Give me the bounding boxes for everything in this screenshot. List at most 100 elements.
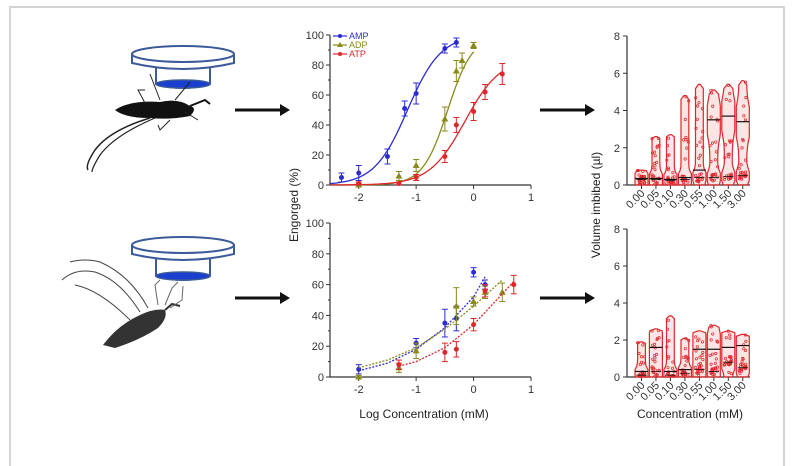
violin-body <box>706 324 721 378</box>
data-point <box>651 357 655 361</box>
series-adp <box>355 279 506 380</box>
data-point <box>686 356 690 360</box>
data-point <box>713 361 717 365</box>
data-point <box>714 150 718 154</box>
legend-label-atp: ATP <box>349 49 366 59</box>
data-point <box>683 346 687 351</box>
data-point <box>709 338 713 342</box>
data-point <box>656 329 660 333</box>
data-point <box>700 178 704 182</box>
y-tick-label: 2 <box>614 143 620 155</box>
data-point <box>696 176 700 180</box>
data-point <box>723 156 727 160</box>
data-point <box>740 146 744 150</box>
data-point <box>696 371 700 375</box>
data-point <box>656 136 660 140</box>
data-point <box>413 91 419 96</box>
y-tick-label: 8 <box>614 31 620 43</box>
data-point <box>396 181 402 186</box>
data-point <box>708 353 712 358</box>
data-point <box>453 122 459 128</box>
data-point <box>453 40 459 45</box>
data-point <box>695 357 699 361</box>
data-point <box>650 173 654 177</box>
data-point <box>711 173 715 177</box>
data-point <box>700 353 704 357</box>
y-tick-label: 6 <box>614 261 620 273</box>
data-point <box>665 158 669 162</box>
data-point <box>653 150 657 154</box>
data-point <box>728 99 732 103</box>
violin-0.10 <box>663 134 678 186</box>
violin-0.00 <box>634 341 649 378</box>
membrane-feeder-icon <box>131 45 235 89</box>
data-point <box>711 332 715 336</box>
data-point <box>685 359 689 363</box>
y-tick-label: 0 <box>614 180 620 192</box>
y-tick-label: 4 <box>614 298 620 310</box>
data-point <box>744 339 748 343</box>
series-amp <box>329 37 460 185</box>
data-point <box>654 180 658 184</box>
data-point <box>709 115 713 119</box>
violin-body <box>663 315 678 378</box>
data-point <box>728 336 732 340</box>
violin-0.55 <box>692 330 707 378</box>
data-point <box>655 337 659 342</box>
data-point <box>701 350 705 354</box>
data-point <box>694 335 698 339</box>
data-point <box>694 96 698 100</box>
data-point <box>714 352 718 356</box>
data-point <box>668 181 672 185</box>
data-point <box>452 302 460 309</box>
data-point <box>667 338 671 343</box>
data-point <box>402 106 408 111</box>
data-point <box>442 320 448 326</box>
y-tick-label: 4 <box>614 106 620 118</box>
data-point <box>653 154 657 158</box>
violin-0.00 <box>634 168 649 186</box>
engorged-mosquito-icon <box>86 73 211 173</box>
y-tick-label: 0 <box>318 180 324 192</box>
data-point <box>413 175 419 180</box>
data-point <box>638 362 642 366</box>
data-point <box>683 364 687 368</box>
x-tick-label: 0 <box>471 384 477 396</box>
data-point <box>684 135 688 140</box>
data-point <box>636 341 640 345</box>
violin-0.30 <box>677 337 692 378</box>
data-point <box>728 175 732 179</box>
data-point <box>452 67 460 74</box>
data-point <box>338 175 344 180</box>
data-point <box>665 345 669 349</box>
data-point <box>685 146 689 150</box>
violin-0.55 <box>692 83 707 186</box>
data-point <box>726 329 730 333</box>
data-point <box>642 355 647 359</box>
dose-response-chart-bottom: 0 20 40 60 80 100 -2 -1 0 1 <box>306 218 534 396</box>
violin-1.50 <box>721 329 736 378</box>
data-point <box>395 172 403 179</box>
y-tick-label: 80 <box>312 60 324 72</box>
data-point <box>441 115 449 122</box>
data-point <box>742 347 746 351</box>
data-point <box>728 140 732 144</box>
data-point <box>742 364 746 368</box>
data-point <box>726 361 730 365</box>
data-point <box>713 367 717 371</box>
data-point <box>742 172 746 176</box>
data-point <box>453 346 459 352</box>
data-point <box>739 362 743 367</box>
data-point <box>696 339 700 343</box>
data-point <box>709 323 713 328</box>
data-point <box>498 288 506 295</box>
violin-body <box>663 134 678 186</box>
violin-0.30 <box>677 95 692 186</box>
data-point <box>723 361 727 365</box>
fit-curve-atp <box>398 281 515 367</box>
data-point <box>684 337 688 341</box>
y-tick-label: 80 <box>312 249 324 261</box>
data-point <box>696 179 700 183</box>
data-point <box>653 360 657 364</box>
